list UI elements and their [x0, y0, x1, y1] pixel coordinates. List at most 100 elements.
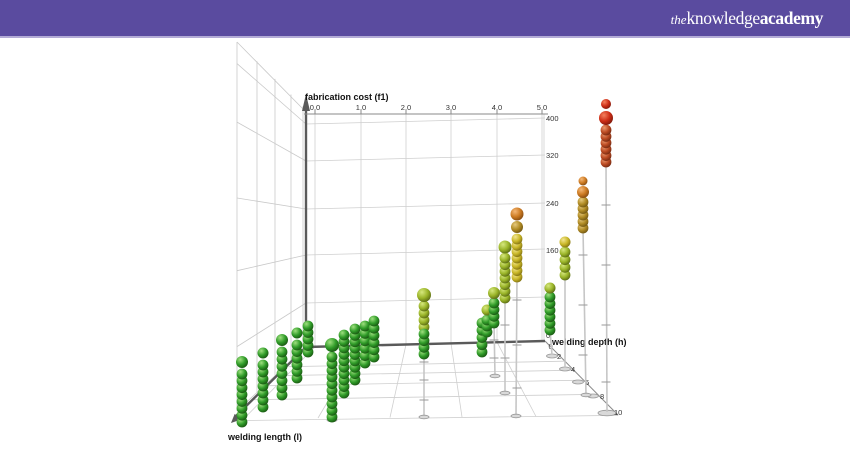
data-sphere — [498, 240, 512, 254]
left-wall-grid — [236, 41, 307, 412]
data-column-c03 — [276, 334, 288, 401]
value-tick-label: 240 — [546, 199, 559, 208]
data-sphere — [559, 261, 571, 273]
depth-tick-label: 10 — [614, 408, 622, 417]
value-tick-label: 400 — [546, 114, 559, 123]
data-sphere — [359, 335, 371, 347]
data-sphere — [359, 350, 371, 361]
data-sphere — [276, 334, 288, 346]
column-foot-marker — [510, 413, 522, 419]
value-tick-label: 320 — [546, 151, 559, 160]
data-columns — [236, 99, 613, 428]
data-column-c19 — [577, 176, 592, 398]
data-sphere — [302, 320, 314, 332]
data-column-c08 — [349, 323, 361, 386]
depth-axis-title: welding depth (h) — [551, 337, 627, 347]
welding-length-axis: welding length (l) — [227, 432, 302, 442]
data-column-c09 — [359, 320, 371, 369]
data-sphere — [510, 207, 524, 221]
data-sphere — [418, 328, 430, 340]
column-foot-marker — [499, 390, 511, 396]
data-sphere — [559, 236, 571, 248]
column-foot-marker — [418, 414, 430, 420]
data-column-c02 — [257, 347, 269, 413]
data-column-c18 — [559, 236, 571, 368]
column-foot-marker — [489, 373, 501, 379]
data-sphere — [599, 111, 613, 125]
data-sphere — [601, 99, 611, 109]
welding-depth-axis: 2 4 6 8 10 welding depth (h) — [544, 337, 627, 417]
data-sphere — [488, 297, 500, 309]
cost-tick-label: 3.0 — [446, 103, 456, 112]
data-sphere — [559, 269, 571, 281]
data-column-c01 — [236, 356, 248, 428]
depth-tick-label: 6 — [585, 378, 589, 387]
data-sphere — [291, 339, 303, 351]
cost-tick-label: 2.0 — [401, 103, 411, 112]
data-sphere — [559, 254, 571, 266]
data-sphere — [359, 342, 371, 354]
data-sphere — [488, 287, 500, 299]
data-sphere — [359, 328, 371, 339]
cost-tick-label: 5.0 — [537, 103, 547, 112]
data-sphere — [359, 357, 371, 369]
cost-tick-label: 1.0 — [356, 103, 366, 112]
depth-tick-label: 2 — [557, 352, 561, 361]
depth-tick-label: 8 — [600, 392, 604, 401]
data-sphere — [325, 338, 339, 352]
data-sphere — [291, 327, 303, 339]
cost-tick-label: 0.0 — [310, 103, 320, 112]
brand-academy: academy — [759, 8, 824, 28]
axis-arrowhead — [302, 94, 310, 111]
data-sphere — [236, 356, 248, 368]
data-sphere — [544, 291, 556, 303]
data-sphere — [349, 323, 361, 335]
data-sphere — [236, 368, 248, 380]
brand-knowledge: knowledge — [686, 8, 761, 28]
cost-axis-title: fabrication cost (f1) — [305, 92, 389, 102]
data-sphere — [544, 282, 556, 294]
value-tick-label: 160 — [546, 246, 559, 255]
data-column-c05 — [302, 320, 314, 358]
data-sphere — [418, 300, 430, 312]
data-column-c20 — [599, 99, 613, 413]
back-wall-grid — [305, 114, 546, 347]
data-sphere — [577, 196, 589, 208]
brand-logo: theknowledgeacademy — [670, 7, 824, 31]
length-axis-title: welding length (l) — [227, 432, 302, 442]
data-sphere — [578, 176, 588, 186]
data-sphere — [326, 351, 338, 363]
data-sphere — [577, 186, 589, 198]
data-column-c11 — [417, 288, 431, 420]
data-sphere — [511, 233, 523, 245]
data-sphere — [559, 246, 571, 258]
data-column-c14 — [488, 287, 501, 379]
data-column-c04 — [291, 327, 303, 384]
cost-tick-label: 4.0 — [492, 103, 502, 112]
data-sphere — [359, 320, 371, 332]
data-column-c10 — [368, 315, 380, 363]
data-column-c06 — [325, 338, 339, 423]
column-foot-marker — [580, 392, 592, 398]
depth-tick-marker — [572, 379, 584, 385]
data-column-c07 — [338, 329, 350, 399]
data-sphere — [276, 346, 288, 358]
depth-tick-label: 4 — [571, 365, 575, 374]
data-sphere — [257, 359, 269, 371]
data-sphere — [368, 315, 380, 327]
data-sphere — [600, 124, 612, 136]
data-sphere — [511, 221, 523, 233]
data-sphere — [499, 252, 511, 264]
fabrication-cost-axis: 0.0 1.0 2.0 3.0 4.0 5.0 fabrication cost (f1) — [304, 92, 548, 115]
axis-arrowhead — [231, 413, 241, 423]
value-tick-label: 0 — [546, 331, 550, 340]
data-sphere — [338, 329, 350, 341]
brand-the: the — [670, 12, 687, 27]
data-column-c15 — [498, 240, 512, 396]
data-sphere — [257, 347, 269, 359]
data-column-c16 — [510, 207, 524, 419]
data-sphere — [417, 288, 431, 302]
header-accent-stripe — [0, 36, 850, 38]
